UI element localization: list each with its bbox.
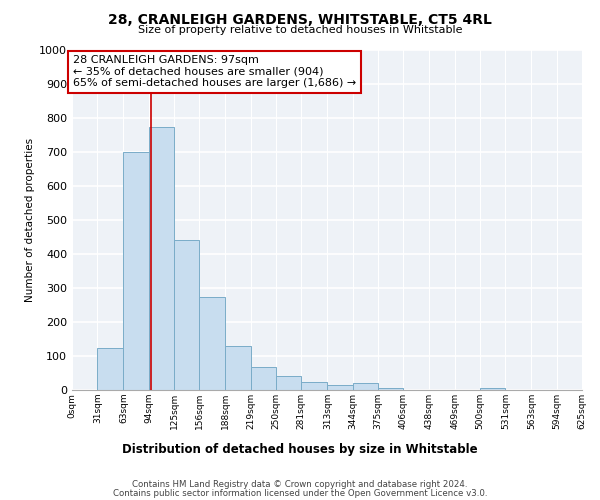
- Text: Contains public sector information licensed under the Open Government Licence v3: Contains public sector information licen…: [113, 489, 487, 498]
- Text: Size of property relative to detached houses in Whitstable: Size of property relative to detached ho…: [138, 25, 462, 35]
- Y-axis label: Number of detached properties: Number of detached properties: [25, 138, 35, 302]
- Bar: [174, 240, 199, 390]
- Text: Distribution of detached houses by size in Whitstable: Distribution of detached houses by size …: [122, 442, 478, 456]
- Bar: [480, 388, 505, 390]
- Text: 28, CRANLEIGH GARDENS, WHITSTABLE, CT5 4RL: 28, CRANLEIGH GARDENS, WHITSTABLE, CT5 4…: [108, 12, 492, 26]
- Bar: [251, 367, 276, 390]
- Bar: [276, 376, 301, 390]
- Bar: [199, 296, 226, 390]
- Bar: [353, 383, 378, 390]
- Bar: [378, 388, 403, 390]
- Bar: [149, 126, 174, 390]
- Bar: [328, 385, 353, 390]
- Bar: [226, 346, 251, 390]
- Text: 28 CRANLEIGH GARDENS: 97sqm
← 35% of detached houses are smaller (904)
65% of se: 28 CRANLEIGH GARDENS: 97sqm ← 35% of det…: [73, 55, 356, 88]
- Bar: [97, 348, 124, 390]
- Bar: [124, 152, 149, 390]
- Text: Contains HM Land Registry data © Crown copyright and database right 2024.: Contains HM Land Registry data © Crown c…: [132, 480, 468, 489]
- Bar: [301, 382, 328, 390]
